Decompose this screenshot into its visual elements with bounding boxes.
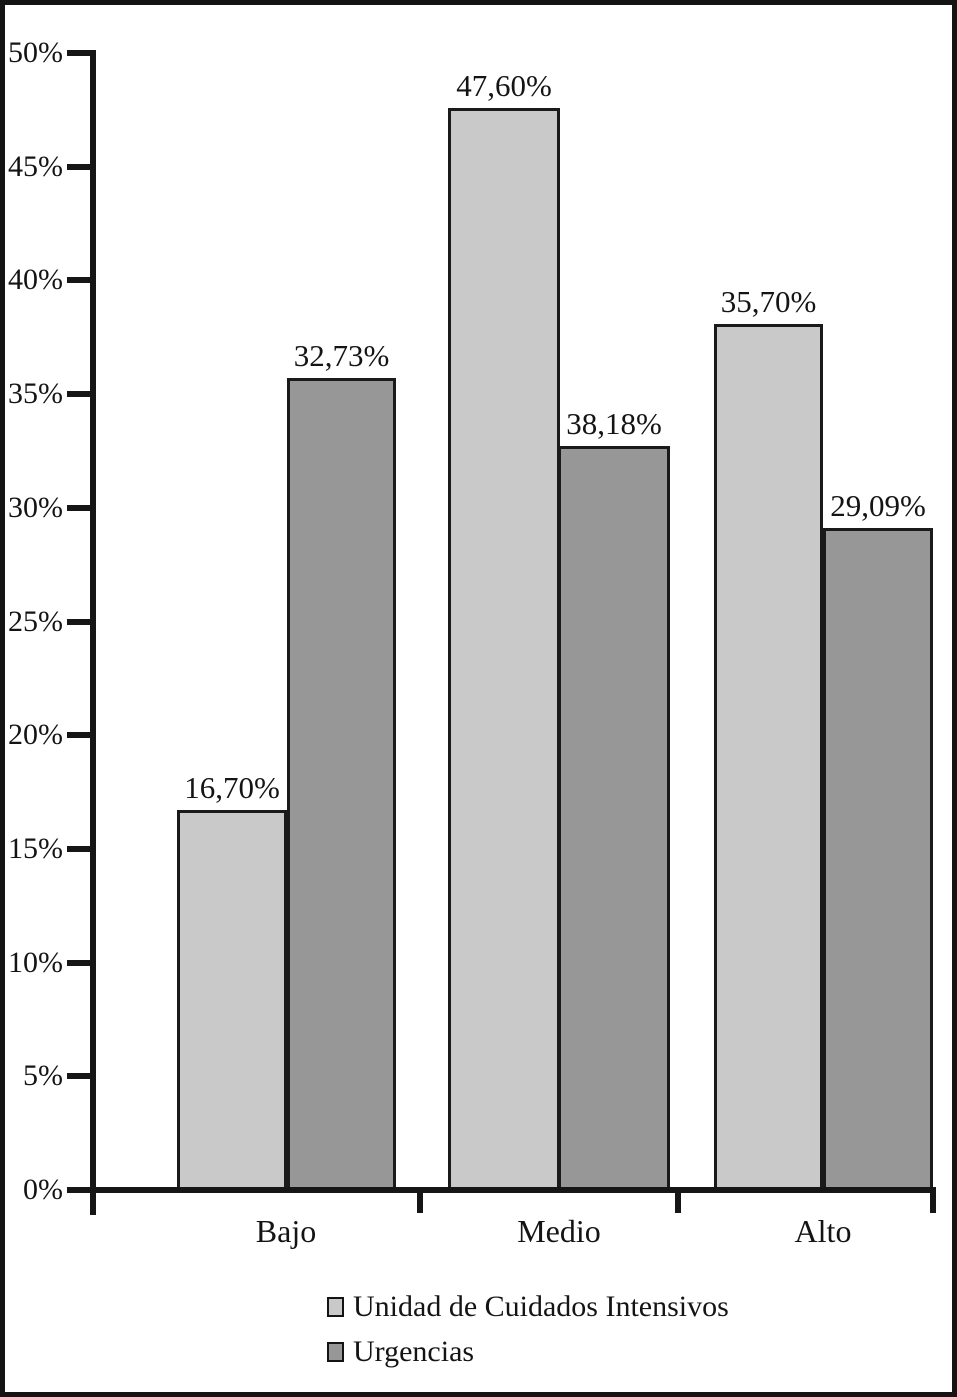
category-label-alto: Alto [794, 1213, 852, 1249]
legend-item-uci: Unidad de Cuidados Intensivos [327, 1289, 729, 1325]
bar-urgencias-alto [823, 528, 933, 1190]
y-tick [67, 732, 96, 738]
bar-uci-bajo [177, 810, 287, 1190]
y-tick-label: 10% [8, 946, 63, 979]
y-tick-label: 30% [8, 491, 63, 524]
bar-urgencias-medio [558, 446, 670, 1190]
legend-item-urgencias: Urgencias [327, 1334, 729, 1370]
bar-uci-alto [714, 324, 823, 1190]
legend: Unidad de Cuidados Intensivos Urgencias [327, 1289, 729, 1370]
bar-uci-medio [448, 108, 560, 1190]
bar-value-label: 35,70% [720, 284, 817, 319]
y-tick-label: 45% [8, 150, 63, 183]
y-tick-label: 40% [8, 263, 63, 296]
y-tick-label: 0% [23, 1173, 63, 1206]
y-tick [67, 164, 96, 170]
x-tick [675, 1190, 681, 1213]
x-tick [90, 1190, 96, 1213]
y-tick [67, 277, 96, 283]
y-tick-label: 20% [8, 718, 63, 751]
y-tick [67, 619, 96, 625]
y-tick-label: 35% [8, 377, 63, 410]
y-axis-line [90, 53, 96, 1215]
bar-value-label: 32,73% [293, 338, 390, 373]
y-tick [67, 505, 96, 511]
bar-value-label: 29,09% [830, 488, 926, 523]
bar-value-label: 47,60% [456, 68, 552, 103]
y-tick-label: 5% [23, 1059, 63, 1092]
x-axis-line [90, 1187, 936, 1193]
x-tick [930, 1190, 936, 1213]
category-label-bajo: Bajo [255, 1213, 317, 1249]
category-label-medio: Medio [517, 1213, 601, 1249]
y-tick [67, 1187, 96, 1193]
x-tick [417, 1190, 423, 1213]
y-tick-label: 25% [8, 605, 63, 638]
y-tick [67, 846, 96, 852]
bar-value-label: 38,18% [566, 406, 662, 441]
y-tick-label: 15% [8, 832, 63, 865]
legend-swatch-uci-icon [327, 1297, 344, 1317]
y-tick [67, 50, 96, 56]
legend-label-urgencias: Urgencias [353, 1335, 475, 1368]
bar-urgencias-bajo [287, 378, 396, 1190]
y-tick [67, 1073, 96, 1079]
bar-value-label: 16,70% [184, 770, 280, 805]
legend-label-uci: Unidad de Cuidados Intensivos [353, 1290, 729, 1323]
y-tick [67, 960, 96, 966]
y-tick-label: 50% [8, 36, 63, 69]
legend-swatch-urgencias-icon [327, 1342, 344, 1362]
y-tick [67, 391, 96, 397]
